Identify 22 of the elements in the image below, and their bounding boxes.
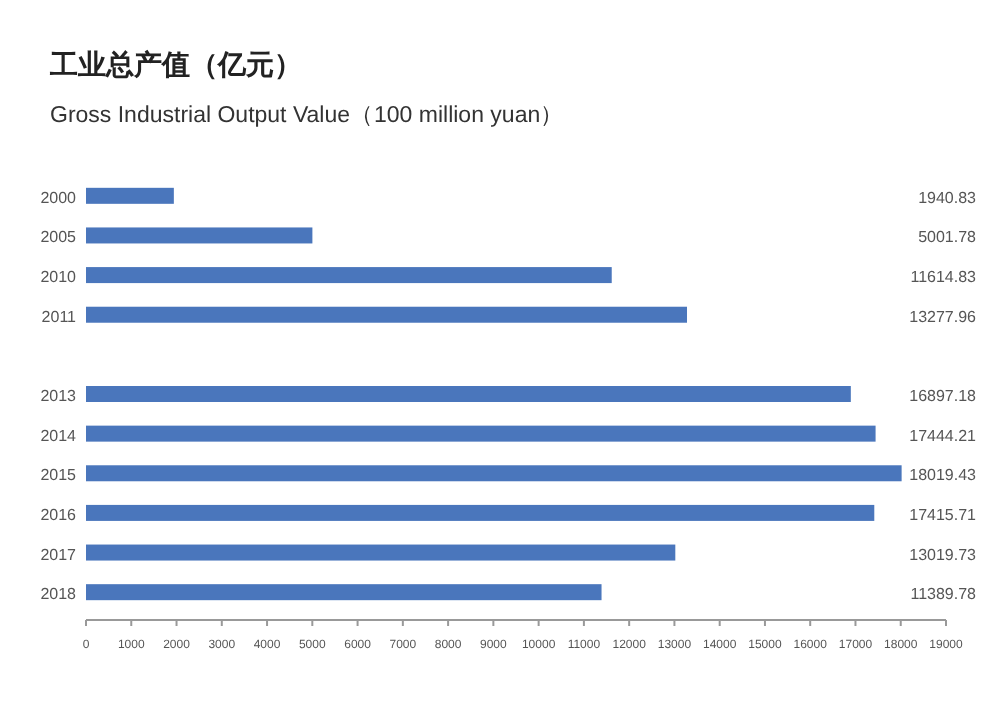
- data-label: 11389.78: [910, 585, 976, 604]
- category-label: 2014: [40, 426, 76, 445]
- title: 工业总产值（亿元）: [50, 48, 302, 80]
- data-label: 1940.83: [918, 188, 976, 207]
- category-label: 2010: [40, 268, 76, 287]
- category-label: 2016: [40, 505, 76, 524]
- data-label: 11614.83: [910, 268, 976, 287]
- data-label: 17444.21: [909, 426, 976, 445]
- data-label: 13019.73: [909, 545, 976, 564]
- category-label: 2015: [40, 466, 76, 485]
- data-label: 16897.18: [909, 387, 976, 405]
- data-label: 5001.78: [918, 228, 976, 247]
- category-label: 2000: [40, 188, 76, 207]
- data-label: 18019.43: [909, 466, 976, 485]
- category-label: 2011: [41, 307, 76, 326]
- category-label: 2013: [40, 387, 76, 405]
- category-label: 2005: [40, 228, 76, 247]
- category-label: 2018: [40, 585, 76, 604]
- category-label: 2017: [40, 545, 76, 564]
- subtitle: Gross Industrial Output Value（100 million yuan）: [50, 104, 565, 128]
- data-label: 17415.71: [909, 505, 976, 524]
- data-label: 13277.96: [909, 307, 976, 326]
